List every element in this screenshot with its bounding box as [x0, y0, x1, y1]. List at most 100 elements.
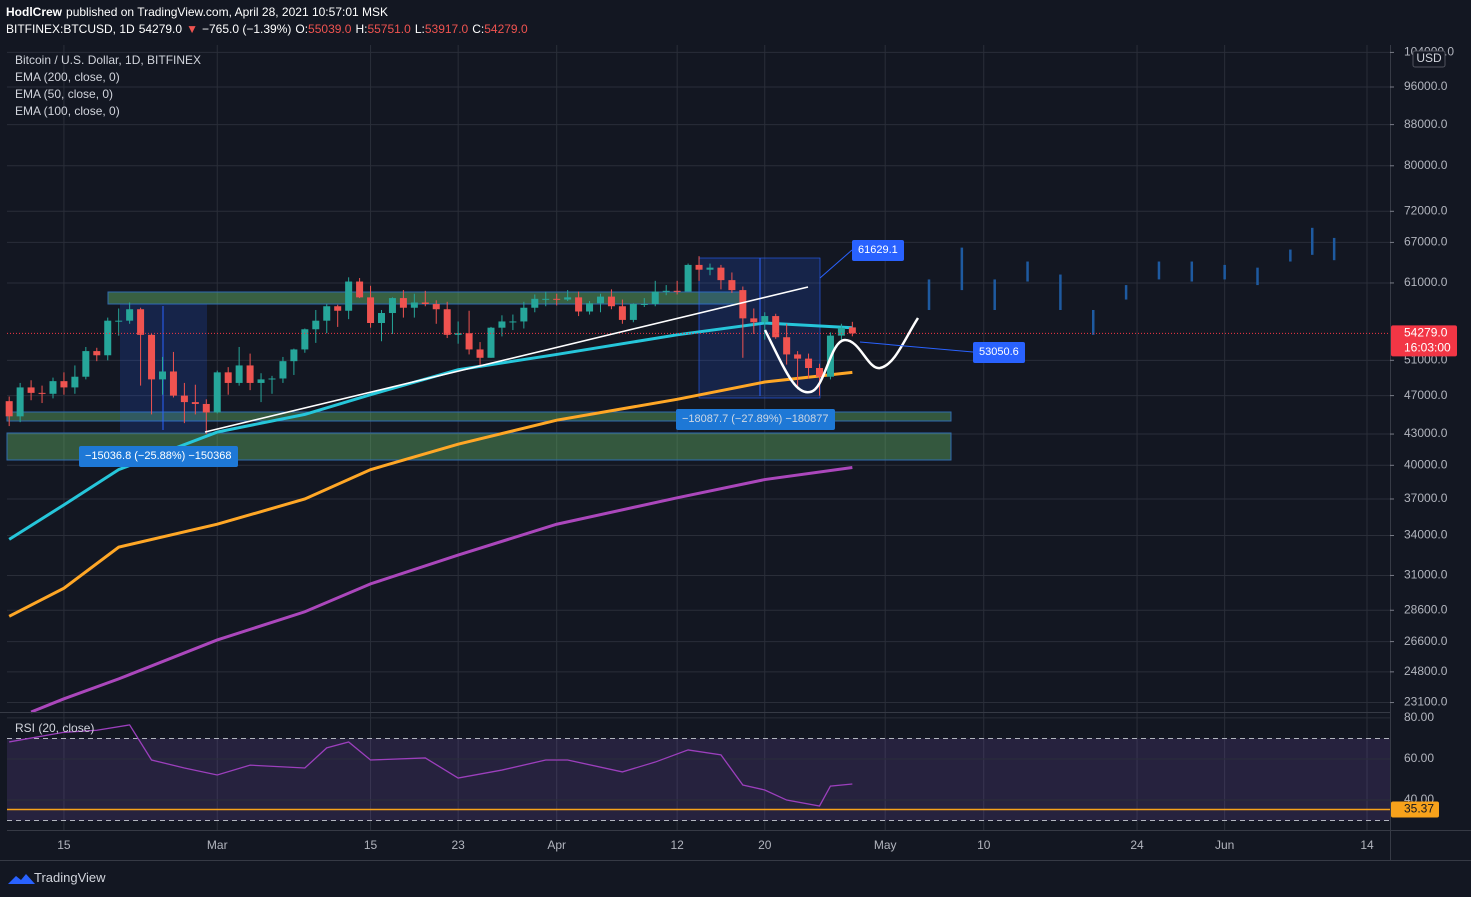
candle-body [432, 303, 440, 310]
candle-body [104, 320, 112, 356]
annotation: 53050.6 [973, 342, 1025, 363]
candle-body [618, 306, 626, 320]
zone [6, 411, 952, 422]
y-tick-label: 24800.0 [1404, 664, 1448, 678]
ema-line [30, 465, 853, 714]
candle-body [794, 354, 802, 359]
candle-body [148, 334, 156, 380]
header-text: 55039.0 [308, 22, 352, 36]
y-tick-label: 80000.0 [1404, 158, 1448, 172]
legend-entry: EMA (200, close, 0) [15, 70, 120, 84]
rsi-level-box [1391, 801, 1439, 818]
legend-entry: EMA (50, close, 0) [15, 87, 114, 101]
y-tick-label: 88000.0 [1404, 117, 1448, 131]
x-tick-label: Jun [1215, 838, 1234, 852]
ema-line [8, 370, 853, 618]
x-tick-label: 12 [670, 838, 684, 852]
candle-body [772, 316, 780, 338]
candle-body [290, 349, 298, 362]
x-tick-label: 15 [364, 838, 378, 852]
candle-body [651, 291, 659, 304]
annotation: −15036.8 (−25.88%) −150368 [79, 446, 238, 467]
candle-body [312, 320, 320, 330]
zone [107, 291, 741, 305]
y-tick-label: 26600.0 [1404, 634, 1448, 648]
y-tick-label: 43000.0 [1404, 426, 1448, 440]
candle-body [399, 298, 407, 308]
header-text: 54279.0 [138, 22, 183, 36]
candle-body [137, 309, 145, 335]
header: HodlCrew published on TradingView.com, Ap… [6, 4, 532, 38]
y-tick-label: 67000.0 [1404, 235, 1448, 249]
header-text: 53917.0 [424, 22, 469, 36]
header-text: HodlCrew [6, 5, 63, 19]
candle-body [454, 333, 462, 335]
x-tick-label: Mar [207, 838, 228, 852]
candle-body [487, 327, 495, 358]
y-tick-label: 34000.0 [1404, 528, 1448, 542]
x-tick-label: May [874, 838, 897, 852]
candle-body [640, 303, 648, 305]
y-tick-label: 23100.0 [1404, 695, 1448, 709]
candle-body [805, 358, 813, 369]
callout-line [819, 249, 853, 279]
annotation: −18087.7 (−27.89%) −180877 [676, 409, 835, 430]
x-tick-label: 24 [1130, 838, 1144, 852]
legend-entry: EMA (100, close, 0) [15, 104, 120, 118]
candle-body [662, 290, 670, 292]
x-tick-label: 15 [57, 838, 71, 852]
candle-body [115, 320, 123, 322]
candle-body [49, 381, 57, 394]
hand-drawing [763, 317, 920, 394]
rsi-name: RSI (20, close) [15, 721, 94, 735]
y-tick-label: 37000.0 [1404, 491, 1448, 505]
candle-body [126, 309, 134, 321]
header-text: O: [295, 22, 309, 36]
candle-body [476, 349, 484, 358]
candle-body [38, 392, 46, 394]
rsi-level-label: 35.37 [1404, 802, 1434, 816]
candle-body [673, 290, 681, 292]
x-tick-label: 10 [977, 838, 991, 852]
candle-body [750, 318, 758, 323]
candle-body [224, 372, 232, 383]
candle-body [334, 306, 342, 311]
candle-body [279, 361, 287, 379]
candle-body [421, 302, 429, 304]
candle-body [158, 371, 166, 380]
y-tick-label: 47000.0 [1404, 388, 1448, 402]
trend-line [204, 286, 809, 433]
countdown: 16:03:00 [1404, 341, 1451, 355]
axes: 15Mar1523Apr1220May1024Jun14104000.09600… [15, 45, 1457, 852]
candle-body [213, 372, 221, 413]
y-tick-label: 61000.0 [1404, 275, 1448, 289]
x-tick-label: Apr [547, 838, 566, 852]
candle-body [180, 395, 188, 403]
candle-body [629, 303, 637, 320]
header-text: H: [355, 22, 368, 36]
x-tick-label: 14 [1360, 838, 1374, 852]
candle-body [542, 298, 550, 300]
candle-body [509, 321, 517, 323]
currency: USD [1416, 51, 1442, 65]
candle-body [410, 302, 418, 308]
header-text: published on TradingView.com, April 28, … [66, 5, 389, 19]
y-tick-label: 31000.0 [1404, 568, 1448, 582]
last-price-label: 54279.0 [1404, 326, 1448, 340]
header-text: 54279.0 [484, 22, 528, 36]
candle-body [301, 329, 309, 350]
candle-body [607, 296, 615, 307]
candle-body [377, 313, 385, 324]
plot [5, 227, 1390, 811]
candle-body [815, 368, 823, 377]
candle-body [783, 337, 791, 355]
candle-body [531, 298, 539, 308]
candle-body [268, 378, 276, 380]
legend: Bitcoin / U.S. Dollar, 1D, BITFINEX EMA (… [15, 52, 201, 120]
candle-body [257, 379, 265, 383]
candle-body [202, 403, 210, 413]
candle-body [93, 351, 101, 356]
candle-body [191, 402, 199, 404]
